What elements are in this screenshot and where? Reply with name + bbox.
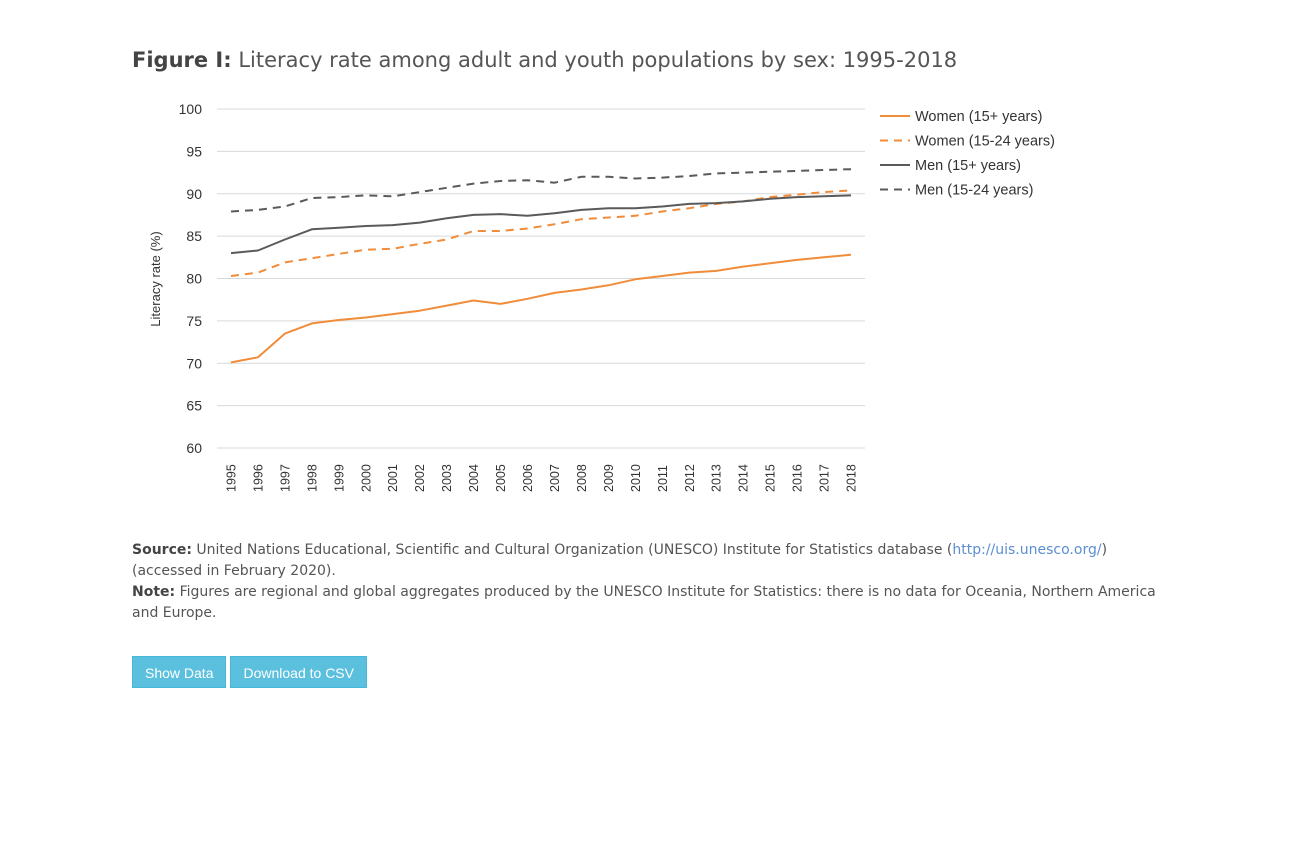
x-tick-label: 2018 <box>845 464 859 492</box>
y-tick-label: 75 <box>186 313 202 329</box>
source-text-2: ) (accessed in February 2020). <box>132 542 1108 579</box>
x-tick-label: 2001 <box>386 464 400 492</box>
x-tick-label: 2008 <box>575 464 589 492</box>
x-tick-label: 2003 <box>440 464 454 492</box>
literacy-line-chart: 60 65 70 75 80 85 90 95 100 1995 1996 1997 1998 1999… <box>148 101 1055 492</box>
source-label: Source: <box>132 542 192 558</box>
legend-label: Women (15-24 years) <box>915 134 1055 150</box>
x-tick-label: 1997 <box>278 464 292 492</box>
note-label: Note: <box>132 584 176 600</box>
chart-series <box>230 168 852 364</box>
x-tick-label: 1995 <box>225 464 239 492</box>
series-line-4 <box>230 168 852 213</box>
y-tick-label: 95 <box>186 143 202 159</box>
y-tick-label: 65 <box>186 398 202 414</box>
x-tick-label: 2011 <box>656 465 670 492</box>
x-tick-label: 1998 <box>305 464 319 492</box>
y-tick-label: 80 <box>186 271 202 287</box>
x-tick-label: 1996 <box>251 464 265 492</box>
x-tick-label: 2017 <box>818 464 832 492</box>
y-tick-label: 85 <box>186 228 202 244</box>
x-tick-label: 2014 <box>737 464 751 492</box>
note-text-block: Note: Figures are regional and global ag… <box>132 582 1162 624</box>
show-data-button[interactable]: Show Data <box>132 656 227 688</box>
x-axis-ticks: 1995 1996 1997 1998 1999 2000 2001 2002 2003 2004… <box>225 464 859 492</box>
x-tick-label: 1999 <box>332 464 346 492</box>
y-tick-label: 70 <box>186 355 202 371</box>
y-tick-label: 60 <box>186 440 202 456</box>
x-tick-label: 2002 <box>413 464 427 492</box>
series-line-1 <box>230 253 852 364</box>
x-tick-label: 2000 <box>359 464 373 492</box>
legend-label: Men (15-24 years) <box>915 183 1033 199</box>
x-tick-label: 2012 <box>683 464 697 492</box>
y-tick-label: 100 <box>179 101 203 117</box>
action-buttons: Show Data Download to CSV <box>132 656 367 688</box>
x-tick-label: 2004 <box>467 464 481 492</box>
source-note: Source: United Nations Educational, Scie… <box>132 540 1162 582</box>
y-tick-label: 90 <box>186 186 202 202</box>
download-csv-button[interactable]: Download to CSV <box>230 656 367 688</box>
x-tick-label: 2007 <box>548 464 562 492</box>
legend-label: Women (15+ years) <box>915 109 1042 125</box>
figure-title: Figure I: Literacy rate among adult and … <box>132 48 957 72</box>
figure-notes: Source: United Nations Educational, Scie… <box>132 540 1162 624</box>
figure-title-text: Literacy rate among adult and youth popu… <box>231 48 958 72</box>
x-tick-label: 2005 <box>494 464 508 492</box>
y-axis-ticks: 60 65 70 75 80 85 90 95 100 <box>179 101 203 456</box>
series-line-3 <box>230 194 852 255</box>
chart-legend: Women (15+ years) Women (15-24 years) Men … <box>880 109 1055 199</box>
source-text-1: United Nations Educational, Scientific a… <box>191 542 953 558</box>
source-link[interactable]: http://uis.unesco.org/ <box>952 542 1102 558</box>
x-tick-label: 2009 <box>602 464 616 492</box>
x-tick-label: 2013 <box>710 464 724 492</box>
y-axis-label: Literacy rate (%) <box>148 231 163 326</box>
chart-gridlines <box>217 108 865 449</box>
x-tick-label: 2016 <box>791 464 805 492</box>
figure-title-lead: Figure I: <box>132 48 232 72</box>
note-text: Figures are regional and global aggregat… <box>132 584 1156 621</box>
x-tick-label: 2015 <box>764 464 778 492</box>
x-tick-label: 2006 <box>521 464 535 492</box>
legend-label: Men (15+ years) <box>915 158 1021 174</box>
series-line-2 <box>230 189 852 277</box>
x-tick-label: 2010 <box>629 464 643 492</box>
